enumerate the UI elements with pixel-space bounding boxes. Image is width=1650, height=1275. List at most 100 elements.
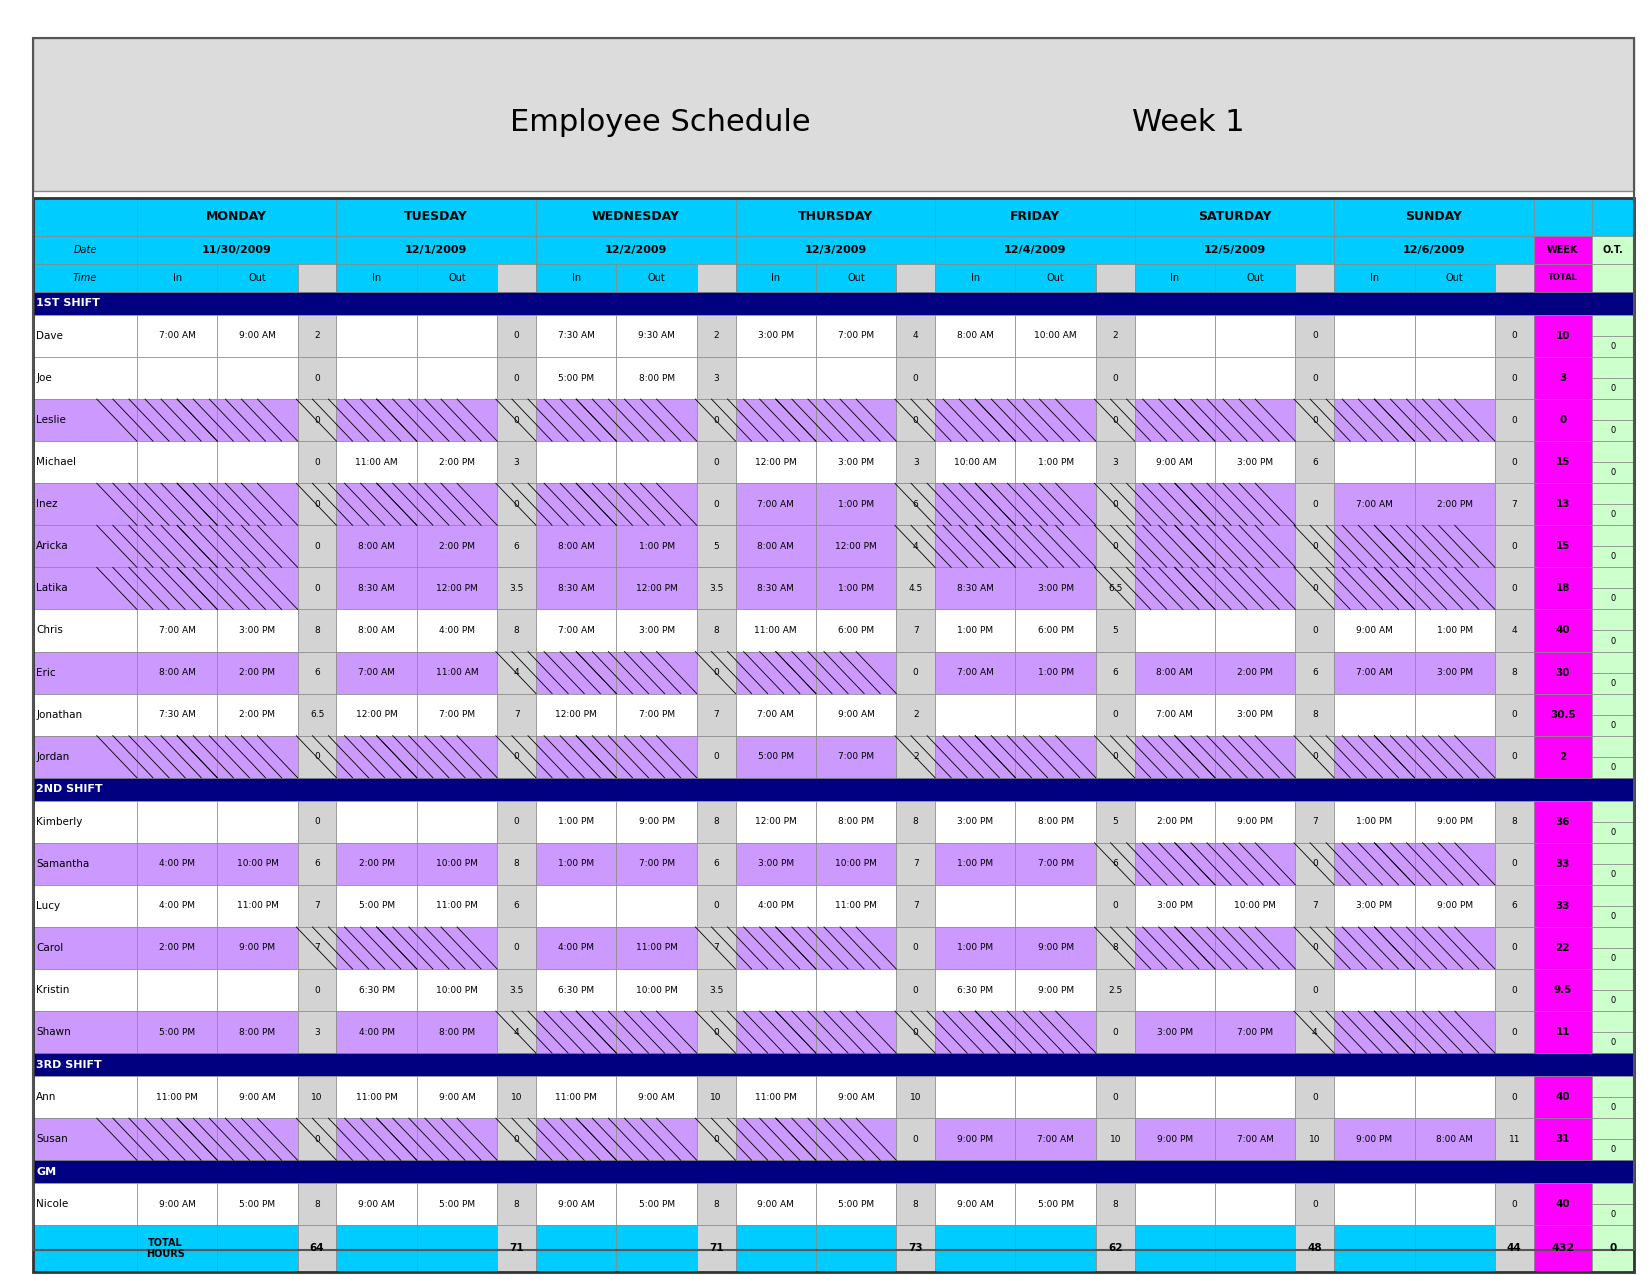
Text: 6: 6 bbox=[713, 859, 719, 868]
FancyBboxPatch shape bbox=[137, 969, 218, 1011]
FancyBboxPatch shape bbox=[218, 609, 297, 652]
Text: 7:00 AM: 7:00 AM bbox=[558, 626, 594, 635]
FancyBboxPatch shape bbox=[297, 927, 337, 969]
Text: 18: 18 bbox=[1556, 584, 1571, 593]
FancyBboxPatch shape bbox=[1295, 1225, 1335, 1271]
FancyBboxPatch shape bbox=[896, 1225, 936, 1271]
Text: 0: 0 bbox=[1610, 594, 1615, 603]
FancyBboxPatch shape bbox=[1534, 1076, 1592, 1118]
Text: TOTAL: TOTAL bbox=[1548, 273, 1577, 283]
FancyBboxPatch shape bbox=[1135, 969, 1214, 1011]
Text: 8: 8 bbox=[513, 859, 520, 868]
Text: 0: 0 bbox=[1610, 384, 1615, 393]
Text: MONDAY: MONDAY bbox=[206, 210, 267, 223]
FancyBboxPatch shape bbox=[218, 736, 297, 778]
FancyBboxPatch shape bbox=[1592, 969, 1634, 991]
Text: Out: Out bbox=[1046, 273, 1064, 283]
Text: 30: 30 bbox=[1556, 668, 1571, 677]
FancyBboxPatch shape bbox=[337, 399, 417, 441]
Text: 2:00 PM: 2:00 PM bbox=[239, 668, 276, 677]
Text: 0: 0 bbox=[1511, 584, 1518, 593]
FancyBboxPatch shape bbox=[536, 609, 617, 652]
FancyBboxPatch shape bbox=[896, 315, 936, 357]
Text: 5:00 PM: 5:00 PM bbox=[639, 1200, 675, 1209]
Text: 9:00 PM: 9:00 PM bbox=[957, 1135, 993, 1144]
FancyBboxPatch shape bbox=[218, 399, 297, 441]
FancyBboxPatch shape bbox=[1096, 885, 1135, 927]
FancyBboxPatch shape bbox=[497, 927, 536, 969]
Text: 11:00 PM: 11:00 PM bbox=[157, 1093, 198, 1102]
Text: 5:00 PM: 5:00 PM bbox=[838, 1200, 875, 1209]
FancyBboxPatch shape bbox=[736, 567, 817, 609]
Text: 1:00 PM: 1:00 PM bbox=[558, 817, 594, 826]
FancyBboxPatch shape bbox=[1495, 1011, 1535, 1053]
Text: 7: 7 bbox=[513, 710, 520, 719]
Text: 7: 7 bbox=[1511, 500, 1518, 509]
FancyBboxPatch shape bbox=[1135, 357, 1214, 399]
FancyBboxPatch shape bbox=[417, 843, 497, 885]
Text: 6: 6 bbox=[314, 668, 320, 677]
FancyBboxPatch shape bbox=[417, 483, 497, 525]
FancyBboxPatch shape bbox=[1534, 801, 1592, 843]
FancyBboxPatch shape bbox=[736, 357, 817, 399]
FancyBboxPatch shape bbox=[736, 236, 936, 264]
Text: Eric: Eric bbox=[36, 668, 56, 677]
Text: 9:00 PM: 9:00 PM bbox=[1038, 986, 1074, 994]
FancyBboxPatch shape bbox=[497, 652, 536, 694]
FancyBboxPatch shape bbox=[817, 1225, 896, 1271]
FancyBboxPatch shape bbox=[696, 264, 736, 292]
FancyBboxPatch shape bbox=[1135, 315, 1214, 357]
FancyBboxPatch shape bbox=[417, 885, 497, 927]
FancyBboxPatch shape bbox=[696, 1183, 736, 1225]
FancyBboxPatch shape bbox=[497, 1118, 536, 1160]
FancyBboxPatch shape bbox=[1295, 483, 1335, 525]
FancyBboxPatch shape bbox=[1495, 264, 1535, 292]
FancyBboxPatch shape bbox=[817, 694, 896, 736]
FancyBboxPatch shape bbox=[1335, 885, 1414, 927]
FancyBboxPatch shape bbox=[33, 652, 137, 694]
Text: 30.5: 30.5 bbox=[1549, 710, 1576, 719]
Text: 8:30 AM: 8:30 AM bbox=[558, 584, 594, 593]
FancyBboxPatch shape bbox=[536, 1183, 617, 1225]
FancyBboxPatch shape bbox=[1534, 927, 1592, 969]
FancyBboxPatch shape bbox=[497, 885, 536, 927]
FancyBboxPatch shape bbox=[736, 1183, 817, 1225]
FancyBboxPatch shape bbox=[337, 525, 417, 567]
FancyBboxPatch shape bbox=[536, 525, 617, 567]
Text: 12:00 PM: 12:00 PM bbox=[754, 458, 797, 467]
FancyBboxPatch shape bbox=[137, 1183, 218, 1225]
FancyBboxPatch shape bbox=[1096, 1118, 1135, 1160]
FancyBboxPatch shape bbox=[417, 441, 497, 483]
FancyBboxPatch shape bbox=[696, 567, 736, 609]
FancyBboxPatch shape bbox=[1592, 505, 1634, 525]
FancyBboxPatch shape bbox=[137, 525, 218, 567]
Text: 0: 0 bbox=[1112, 374, 1119, 382]
Text: 0: 0 bbox=[1610, 827, 1615, 836]
FancyBboxPatch shape bbox=[1295, 969, 1335, 1011]
FancyBboxPatch shape bbox=[1495, 927, 1535, 969]
FancyBboxPatch shape bbox=[936, 927, 1015, 969]
FancyBboxPatch shape bbox=[1295, 264, 1335, 292]
Text: TUESDAY: TUESDAY bbox=[404, 210, 469, 223]
FancyBboxPatch shape bbox=[1214, 525, 1295, 567]
FancyBboxPatch shape bbox=[1414, 399, 1495, 441]
Text: 3: 3 bbox=[713, 374, 719, 382]
FancyBboxPatch shape bbox=[617, 969, 696, 1011]
Text: 432: 432 bbox=[1551, 1243, 1574, 1253]
FancyBboxPatch shape bbox=[1495, 843, 1535, 885]
FancyBboxPatch shape bbox=[218, 357, 297, 399]
FancyBboxPatch shape bbox=[417, 1183, 497, 1225]
FancyBboxPatch shape bbox=[497, 441, 536, 483]
FancyBboxPatch shape bbox=[417, 609, 497, 652]
Text: 4:00 PM: 4:00 PM bbox=[757, 901, 794, 910]
FancyBboxPatch shape bbox=[1495, 525, 1535, 567]
FancyBboxPatch shape bbox=[33, 1011, 137, 1053]
Text: 4:00 PM: 4:00 PM bbox=[158, 859, 195, 868]
Text: 8:00 PM: 8:00 PM bbox=[838, 817, 875, 826]
FancyBboxPatch shape bbox=[1135, 1076, 1214, 1118]
FancyBboxPatch shape bbox=[696, 357, 736, 399]
FancyBboxPatch shape bbox=[736, 609, 817, 652]
FancyBboxPatch shape bbox=[417, 969, 497, 1011]
FancyBboxPatch shape bbox=[497, 843, 536, 885]
Text: 8: 8 bbox=[513, 626, 520, 635]
